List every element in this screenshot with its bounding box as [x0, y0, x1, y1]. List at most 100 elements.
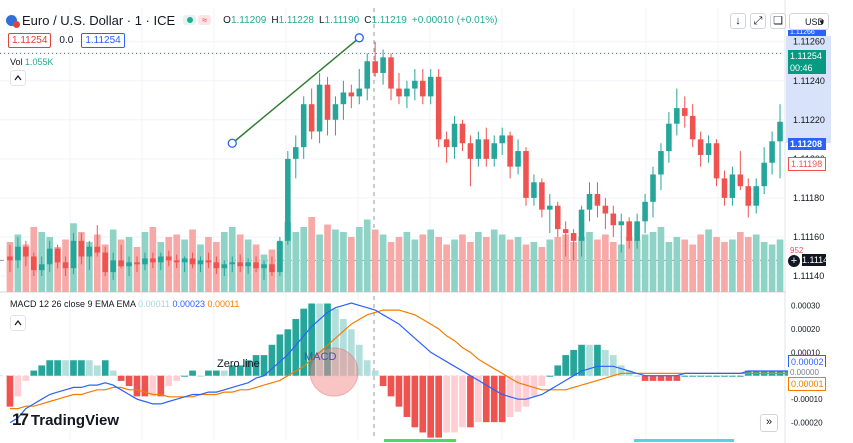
- expand-button[interactable]: ⤢: [750, 13, 766, 29]
- volume-bar: [324, 224, 331, 292]
- macd-hist-bar: [530, 375, 538, 397]
- candle-body: [54, 248, 61, 263]
- macd-hist-bar: [586, 344, 593, 376]
- macd-hist-bar: [173, 375, 181, 381]
- candle-body: [547, 205, 553, 210]
- market-open-icon[interactable]: [183, 15, 197, 25]
- macd-hist-bar: [220, 370, 228, 376]
- volume-bar: [427, 229, 435, 292]
- volume-bar: [594, 239, 601, 292]
- scroll-to-realtime-button[interactable]: »: [760, 414, 778, 432]
- macd-annotation: MACD: [304, 351, 337, 363]
- volume-bar: [284, 222, 292, 292]
- macd-hist-bar: [165, 375, 173, 387]
- ask-button[interactable]: 1.11254: [81, 33, 125, 48]
- macd-hist-bar: [6, 375, 14, 407]
- macd-hist-bar: [498, 375, 506, 423]
- macd-hist-bar: [117, 375, 125, 381]
- candle-body: [213, 262, 220, 269]
- tradingview-logo-text: TradingView: [30, 411, 120, 429]
- volume-bar: [22, 244, 30, 292]
- candle-body: [666, 123, 672, 152]
- macd-hist-bar: [705, 375, 712, 377]
- volume-bar: [292, 232, 300, 292]
- collapse-legend-button[interactable]: [10, 70, 26, 86]
- macd-legend: MACD 12 26 close 9 EMA EMA 0.00011 0.000…: [10, 299, 239, 309]
- candle-body: [721, 178, 728, 198]
- macd-hist-bar: [205, 370, 212, 376]
- restore-button[interactable]: ❏: [770, 13, 786, 29]
- bar-countdown: 00:46: [790, 63, 813, 73]
- macd-hist-bar: [387, 375, 395, 397]
- macd-hist-bar: [514, 375, 522, 412]
- macd-hist-bar: [260, 355, 268, 376]
- candle-body: [388, 57, 394, 89]
- macd-hist-bar: [371, 370, 379, 376]
- volume-bar: [737, 232, 744, 292]
- macd-hist-bar: [443, 375, 450, 433]
- candle-body: [165, 256, 172, 261]
- trend-line: [231, 37, 360, 144]
- volume-bar: [602, 234, 609, 292]
- candle-body: [300, 104, 307, 148]
- macd-hist-bar: [427, 375, 435, 438]
- macd-hist-bar: [617, 365, 625, 376]
- candle-body: [769, 141, 775, 163]
- macd-hist-bar: [181, 375, 188, 377]
- trend-line-handle: [227, 138, 237, 148]
- macd-hist-bar: [276, 334, 284, 376]
- macd-hist-bar: [149, 375, 157, 397]
- macd-histogram: [6, 303, 800, 438]
- tradingview-logo[interactable]: 17 TradingView: [12, 410, 119, 430]
- tradingview-logo-icon: 17: [12, 410, 29, 429]
- candle-body: [515, 151, 521, 167]
- candle-body: [499, 135, 505, 144]
- macd-hist-bar: [411, 375, 419, 428]
- macd-tick-label: 0.00020: [791, 325, 820, 334]
- download-button[interactable]: ↓: [730, 13, 746, 29]
- collapse-macd-legend-button[interactable]: [10, 315, 26, 331]
- volume-bar: [633, 239, 641, 292]
- crossover-highlight: [309, 347, 359, 397]
- bid-button[interactable]: 1.11254: [8, 33, 52, 48]
- candle-body: [23, 246, 29, 257]
- volume-bar: [673, 237, 681, 292]
- macd-hist-bar: [22, 375, 30, 381]
- candle-body: [681, 108, 688, 116]
- candle-body: [459, 123, 466, 144]
- volume-bar: [490, 229, 498, 292]
- candle-body: [443, 139, 450, 148]
- macd-hist-bar: [482, 375, 490, 423]
- candle-body: [332, 104, 339, 120]
- macd-hist-bar: [641, 375, 649, 381]
- macd-hist-bar: [46, 360, 53, 376]
- candle-body: [689, 115, 696, 140]
- ohlc-open: O1.11209: [223, 14, 267, 26]
- currency-value: USD: [804, 17, 824, 27]
- timeline-selection-green: [384, 439, 456, 442]
- volume-bar: [355, 227, 363, 292]
- symbol-title[interactable]: Euro / U.S. Dollar · 1 · ICE: [22, 12, 176, 28]
- macd-hist-bar: [189, 370, 196, 376]
- volume-bar: [403, 232, 411, 292]
- candle-body: [404, 88, 410, 97]
- currency-select[interactable]: USD ▾: [789, 13, 829, 30]
- macd-hist-bar: [467, 375, 474, 428]
- price-tick-label: 1.11140: [793, 271, 824, 281]
- volume-bar: [93, 234, 101, 292]
- chevron-up-icon: [14, 75, 22, 81]
- trend-line-handle: [354, 33, 364, 43]
- volume-bar: [768, 244, 776, 292]
- bid-ask: 1.11254 0.0 1.11254: [8, 33, 125, 48]
- candle-body: [602, 205, 609, 214]
- market-badge[interactable]: ≈: [198, 15, 212, 25]
- volume-bar: [562, 234, 570, 292]
- volume-bar: [570, 242, 577, 292]
- macd-hist-bar: [602, 349, 609, 376]
- macd-hist-bar: [546, 375, 554, 377]
- candle-body: [189, 258, 196, 265]
- add-alert-icon[interactable]: +: [788, 255, 800, 267]
- candle-body: [277, 240, 283, 273]
- candle-body: [372, 61, 378, 73]
